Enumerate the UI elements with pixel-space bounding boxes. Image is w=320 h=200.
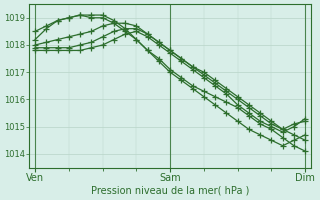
X-axis label: Pression niveau de la mer( hPa ): Pression niveau de la mer( hPa ) <box>91 186 249 196</box>
